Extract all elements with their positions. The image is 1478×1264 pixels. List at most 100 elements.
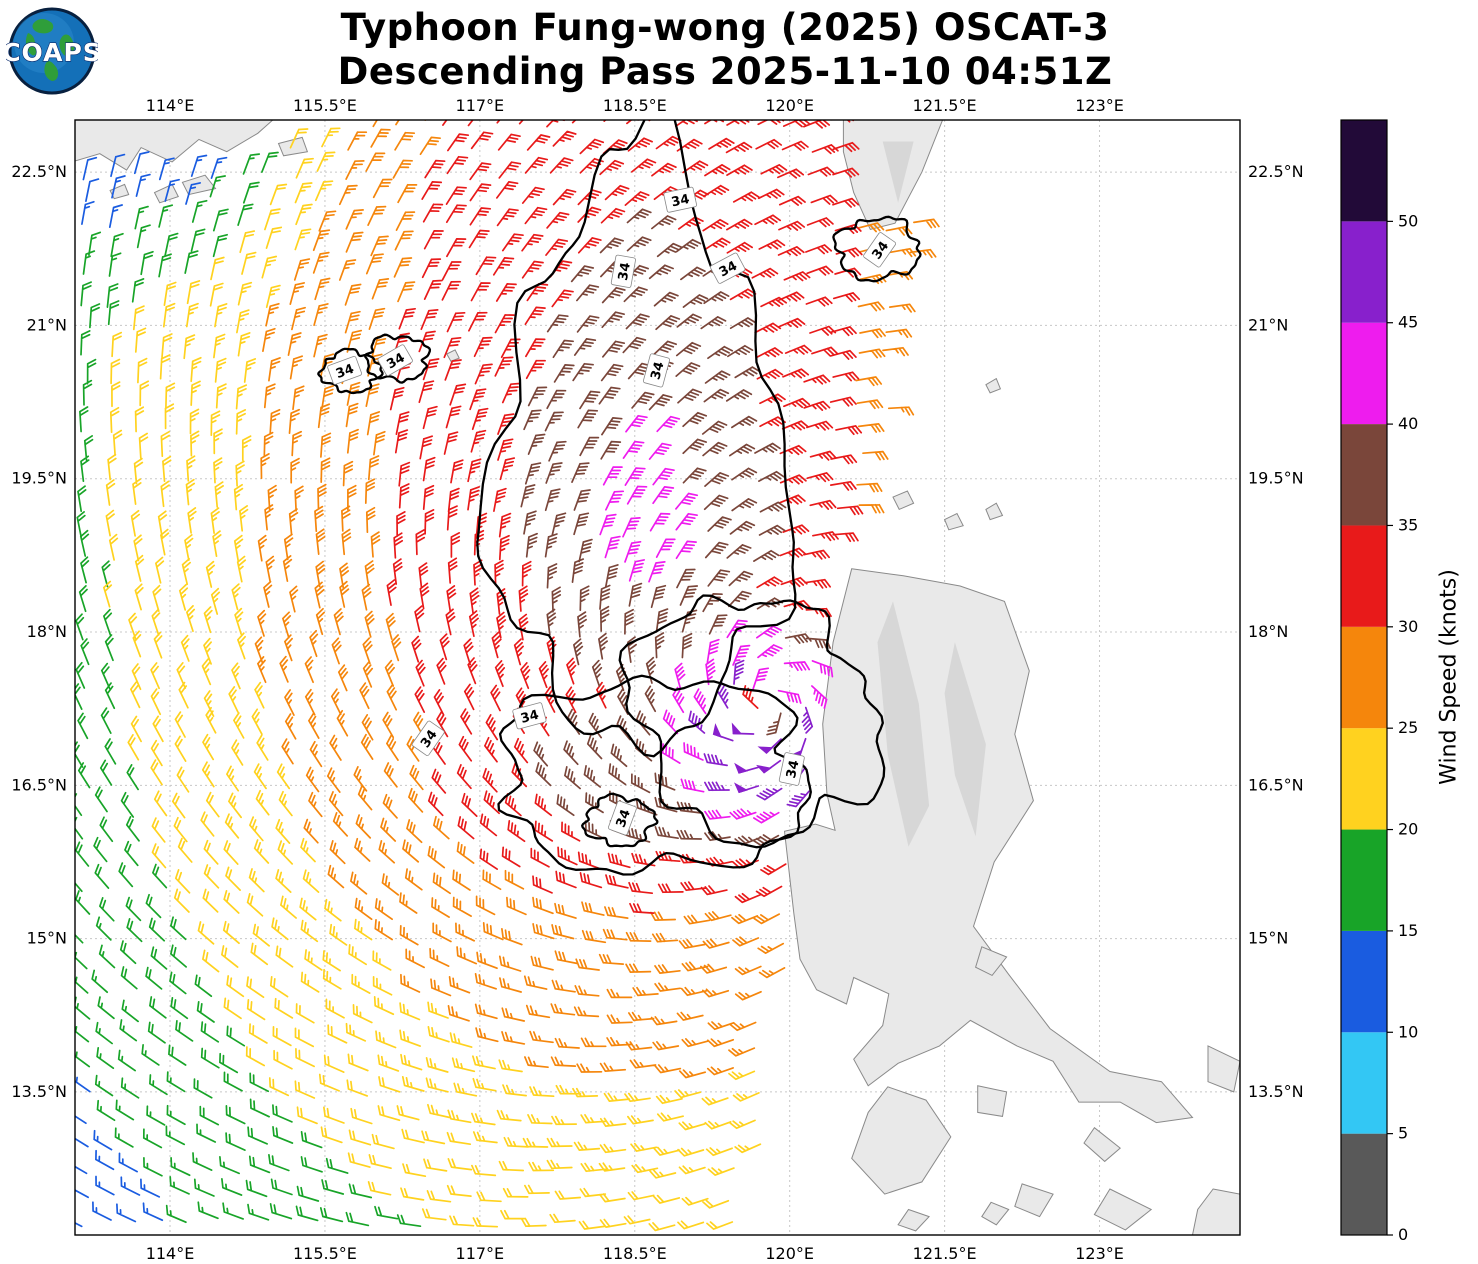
contour-label: 34 [411,720,445,756]
contour-34kt [832,215,922,283]
contour-label: 34 [778,752,805,786]
y-tick-label-right: 13.5°N [1248,1082,1304,1101]
coaps-logo: COAPS [2,5,101,97]
x-tick-label-bottom: 118.5°E [603,1244,667,1263]
landmass [892,490,915,511]
y-tick-label-left: 16.5°N [11,775,67,794]
wind-barb-layer [75,120,940,1232]
colorbar-tick-label: 0 [1398,1225,1408,1244]
contour-layer [317,120,922,876]
colorbar-segment [1341,120,1387,222]
contour-label-text: 34 [334,362,356,382]
colorbar-tick-label: 5 [1398,1124,1408,1143]
contour-label-box [610,254,636,288]
contour-label: 34 [512,702,547,730]
x-tick-label-bottom: 120°E [765,1244,814,1263]
colorbar-segment [1341,525,1387,627]
contour-label-box [377,344,413,377]
landmass [75,120,274,171]
y-tick-label-right: 16.5°N [1248,775,1304,794]
landmass [277,136,309,157]
x-tick-label-bottom: 123°E [1075,1244,1124,1263]
contour-34kt [363,333,432,384]
globe-continent-west [25,33,37,56]
colorbar-segment [1341,1133,1387,1235]
contour-label-text: 34 [670,192,691,210]
wind-barbs-bin-6 [386,120,864,914]
landmass [943,512,964,531]
colorbar-segment [1341,322,1387,425]
x-tick-label-top: 121.5°E [913,96,977,115]
plot-frame [74,119,1241,1236]
y-tick-label-left: 18°N [27,622,67,641]
contour-label-box [512,702,547,730]
x-tick-label-bottom: 121.5°E [913,1244,977,1263]
colorbar-frame [1340,119,1388,1236]
y-tick-label-left: 13.5°N [11,1082,67,1101]
landmass [1083,1126,1121,1163]
contour-label: 34 [863,232,897,268]
contour-label-text: 34 [616,261,634,281]
contour-label-box [608,800,637,836]
y-tick-label-left: 21°N [27,315,67,334]
landmass [897,1208,930,1232]
y-tick-label-left: 15°N [27,929,67,948]
contour-label: 34 [608,800,637,836]
contour-label-box [778,752,805,786]
contour-label-box [643,353,670,388]
colorbar-tick-label: 40 [1398,414,1418,433]
landmass [851,1086,952,1195]
landmass [974,946,1008,977]
land-layer [75,120,1240,1235]
landmass [1191,1188,1240,1235]
chart-title: Typhoon Fung-wong (2025) OSCAT-3 Descend… [0,6,1450,95]
contour-label-box [411,720,445,756]
terrain-shading [877,601,930,847]
contour-label-box [710,252,746,284]
y-tick-label-left: 22.5°N [11,162,67,181]
colorbar: 0 5 10 15 20 25 30 35 40 45 50 [1340,119,1418,1244]
globe-continent-north [32,18,54,34]
landmass [1207,1045,1240,1093]
contour-34kt [618,594,886,849]
landmass [1093,1188,1153,1231]
colorbar-tick-label: 30 [1398,617,1418,636]
x-tick-label-top: 117°E [456,96,505,115]
landmass [446,349,460,362]
contour-label-text: 34 [614,807,634,829]
contour-label-text: 34 [648,360,667,381]
globe-highlight [14,13,74,73]
colorbar-tick-label: 15 [1398,921,1418,940]
globe-continent-east [59,34,75,57]
landmass [783,568,1194,1124]
contour-34kt [476,120,797,758]
colorbar-tick-label: 35 [1398,515,1418,534]
contour-label: 34 [710,252,746,284]
contour-34kt [497,674,812,876]
landmass [1014,1183,1054,1218]
colorbar-tick-label: 20 [1398,820,1418,839]
contour-label-box [327,356,362,385]
wind-barbs-bin-8 [599,414,834,824]
landmass [985,502,1004,521]
y-tick-label-right: 15°N [1248,929,1288,948]
colorbar-tick-label: 45 [1398,313,1418,332]
contour-label-layer: 34 34 34 34 34 34 34 34 34 34 34 [327,186,897,836]
colorbar-tick-label: 25 [1398,718,1418,737]
wind-barbs-bin-2 [75,151,228,1228]
y-tick-label-right: 19.5°N [1248,469,1304,488]
globe-ocean [8,7,96,95]
colorbar-segment [1341,728,1387,830]
landmass [153,183,180,204]
contour-label-box [863,232,897,268]
y-tick-label-right: 22.5°N [1248,162,1304,181]
landmass [181,174,217,196]
x-tick-label-top: 123°E [1075,96,1124,115]
wind-barbs-bin-7 [520,208,831,847]
contour-label: 34 [610,254,636,288]
colorbar-label: Wind Speed (knots) [1436,569,1462,785]
landmass [981,1201,1010,1226]
colorbar-segment [1341,221,1387,323]
x-tick-label-bottom: 114°E [146,1244,195,1263]
